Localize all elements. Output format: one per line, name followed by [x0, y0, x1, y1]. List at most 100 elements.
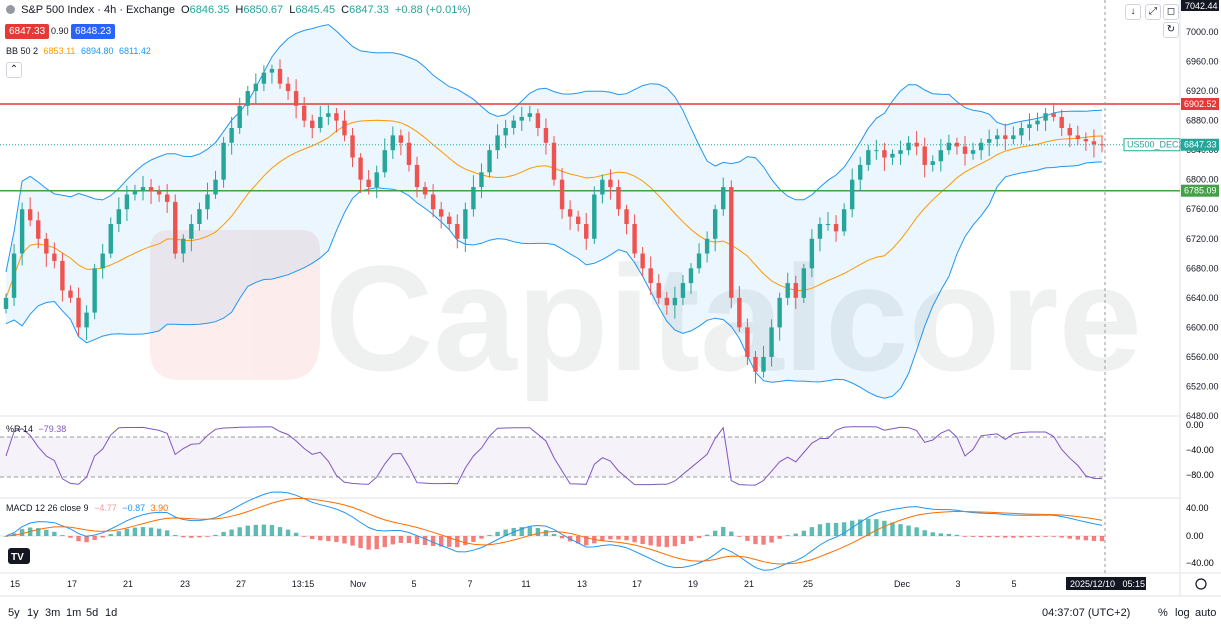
macd-histogram-bar	[140, 527, 146, 536]
macd-histogram-bar	[173, 535, 178, 536]
price-tick-3: 6880.00	[1186, 116, 1219, 126]
macd-histogram-bar	[648, 536, 653, 546]
candle-body	[3, 297, 9, 309]
macd-histogram-bar	[430, 536, 436, 546]
macd-histogram-bar	[205, 536, 210, 537]
candle-body	[253, 83, 259, 92]
candle-body	[745, 327, 750, 357]
candle-body	[44, 238, 49, 254]
candle-body	[326, 113, 331, 117]
candle-body	[301, 105, 307, 121]
screenshot-icon[interactable]: ◻	[1163, 4, 1179, 20]
macd-tick-1: 0.00	[1186, 531, 1204, 541]
candlestick-series[interactable]	[3, 59, 1105, 384]
maximize-icon[interactable]: ⤢	[1145, 4, 1161, 20]
bb-mid-value: 6853.11	[43, 46, 76, 56]
timeframe-5d[interactable]: 5d	[86, 607, 99, 619]
macd-histogram-bar	[164, 530, 170, 536]
candle-body	[753, 356, 758, 372]
buy-price-button[interactable]: 6848.23	[71, 24, 116, 39]
candle-body	[527, 113, 533, 117]
collapse-legend-button[interactable]: ⌃	[6, 62, 22, 78]
high-label: H	[235, 4, 244, 16]
candle-body	[1083, 139, 1089, 142]
time-label-3: 23	[180, 579, 190, 589]
macd-histogram-bar	[616, 536, 621, 540]
tradingview-logo[interactable]: TV	[8, 548, 30, 564]
macd-histogram-bar	[229, 529, 234, 536]
macd-histogram-bar	[479, 536, 484, 539]
time-label-15: Dec	[894, 579, 911, 589]
low-label: L	[289, 4, 296, 16]
macd-hist-value: −4.77	[94, 503, 117, 513]
macd-histogram-bar	[245, 525, 250, 536]
price-tick-10: 6600.00	[1186, 322, 1219, 332]
timeframe-1y[interactable]: 1y	[27, 607, 39, 619]
macd-histogram-bar	[1059, 536, 1064, 538]
macd-histogram-bar	[761, 536, 766, 545]
candle-body	[92, 268, 97, 313]
settings-gear-icon[interactable]	[1195, 578, 1207, 590]
macd-histogram-bar	[438, 536, 444, 547]
candle-body	[100, 253, 105, 269]
macd-histogram-bar	[189, 536, 194, 538]
macd-histogram-bar	[310, 536, 315, 540]
time-label-1: 17	[67, 579, 77, 589]
candle-body	[729, 187, 734, 298]
macd-histogram-bar	[632, 536, 637, 543]
timeframe-1d[interactable]: 1d	[105, 607, 118, 619]
symbol-title[interactable]: S&P 500 Index · 4h · Exchange	[21, 4, 175, 16]
candle-body	[430, 194, 436, 210]
macd-histogram-bar	[181, 536, 186, 538]
macd-histogram-bar	[261, 524, 267, 536]
time-axis[interactable]: 15 17 21 23 27 13:15 Nov 5 7 11 13 17 19 21 25 Dec 3 5	[10, 579, 1017, 589]
percent-toggle[interactable]: %	[1158, 607, 1168, 619]
candle-body	[962, 146, 968, 154]
macd-histogram-bar	[849, 520, 855, 536]
macd-histogram-bar	[471, 536, 476, 542]
macd-histogram-bar	[841, 522, 847, 536]
time-label-4: 27	[236, 579, 246, 589]
candle-body	[277, 68, 283, 84]
candle-body	[849, 179, 855, 210]
macd-histogram-bar	[938, 533, 944, 536]
candle-body	[535, 113, 541, 128]
timeframe-1m[interactable]: 1m	[66, 607, 82, 619]
symbol-icon	[6, 5, 15, 14]
macd-histogram-bar	[809, 527, 815, 536]
scroll-down-icon[interactable]: ↓	[1125, 4, 1141, 20]
macd-histogram-bar	[688, 536, 694, 542]
timeframe-3m[interactable]: 3m	[45, 607, 61, 619]
sell-price-button[interactable]: 6847.33	[5, 24, 50, 39]
macd-histogram-bar	[366, 536, 371, 550]
candle-body	[148, 187, 154, 191]
price-axis[interactable]: 7000.006960.006920.006880.006840.006800.…	[1186, 27, 1219, 421]
macd-histogram-bar	[1043, 536, 1048, 537]
macd-histogram-bar	[978, 536, 984, 538]
macd-histogram-bar	[68, 536, 73, 538]
wr-band-fill	[0, 437, 1105, 477]
chart-legend: S&P 500 Index · 4h · Exchange O6846.35 H…	[6, 4, 474, 24]
log-toggle[interactable]: log	[1175, 607, 1190, 619]
bollinger-upper-line	[5, 24, 1103, 273]
candle-body	[11, 253, 17, 298]
candle-body	[334, 113, 339, 121]
candle-body	[1091, 141, 1097, 145]
candle-body	[769, 327, 774, 357]
macd-histogram-bar	[60, 535, 65, 536]
clock[interactable]: 04:37:07 (UTC+2)	[1042, 607, 1131, 619]
candle-body	[487, 150, 492, 173]
time-label-11: 17	[632, 579, 642, 589]
candle-body	[181, 238, 186, 254]
candle-body	[664, 297, 670, 306]
timeframe-5y[interactable]: 5y	[8, 607, 20, 619]
macd-histogram-bar	[108, 534, 113, 536]
macd-histogram-bar	[962, 536, 968, 537]
candle-body	[19, 209, 25, 254]
macd-histogram-bar	[696, 536, 702, 538]
auto-toggle[interactable]: auto	[1195, 607, 1217, 619]
refresh-icon[interactable]: ↻	[1163, 22, 1179, 38]
bollinger-lower-line	[5, 161, 1103, 399]
candle-body	[285, 83, 291, 92]
